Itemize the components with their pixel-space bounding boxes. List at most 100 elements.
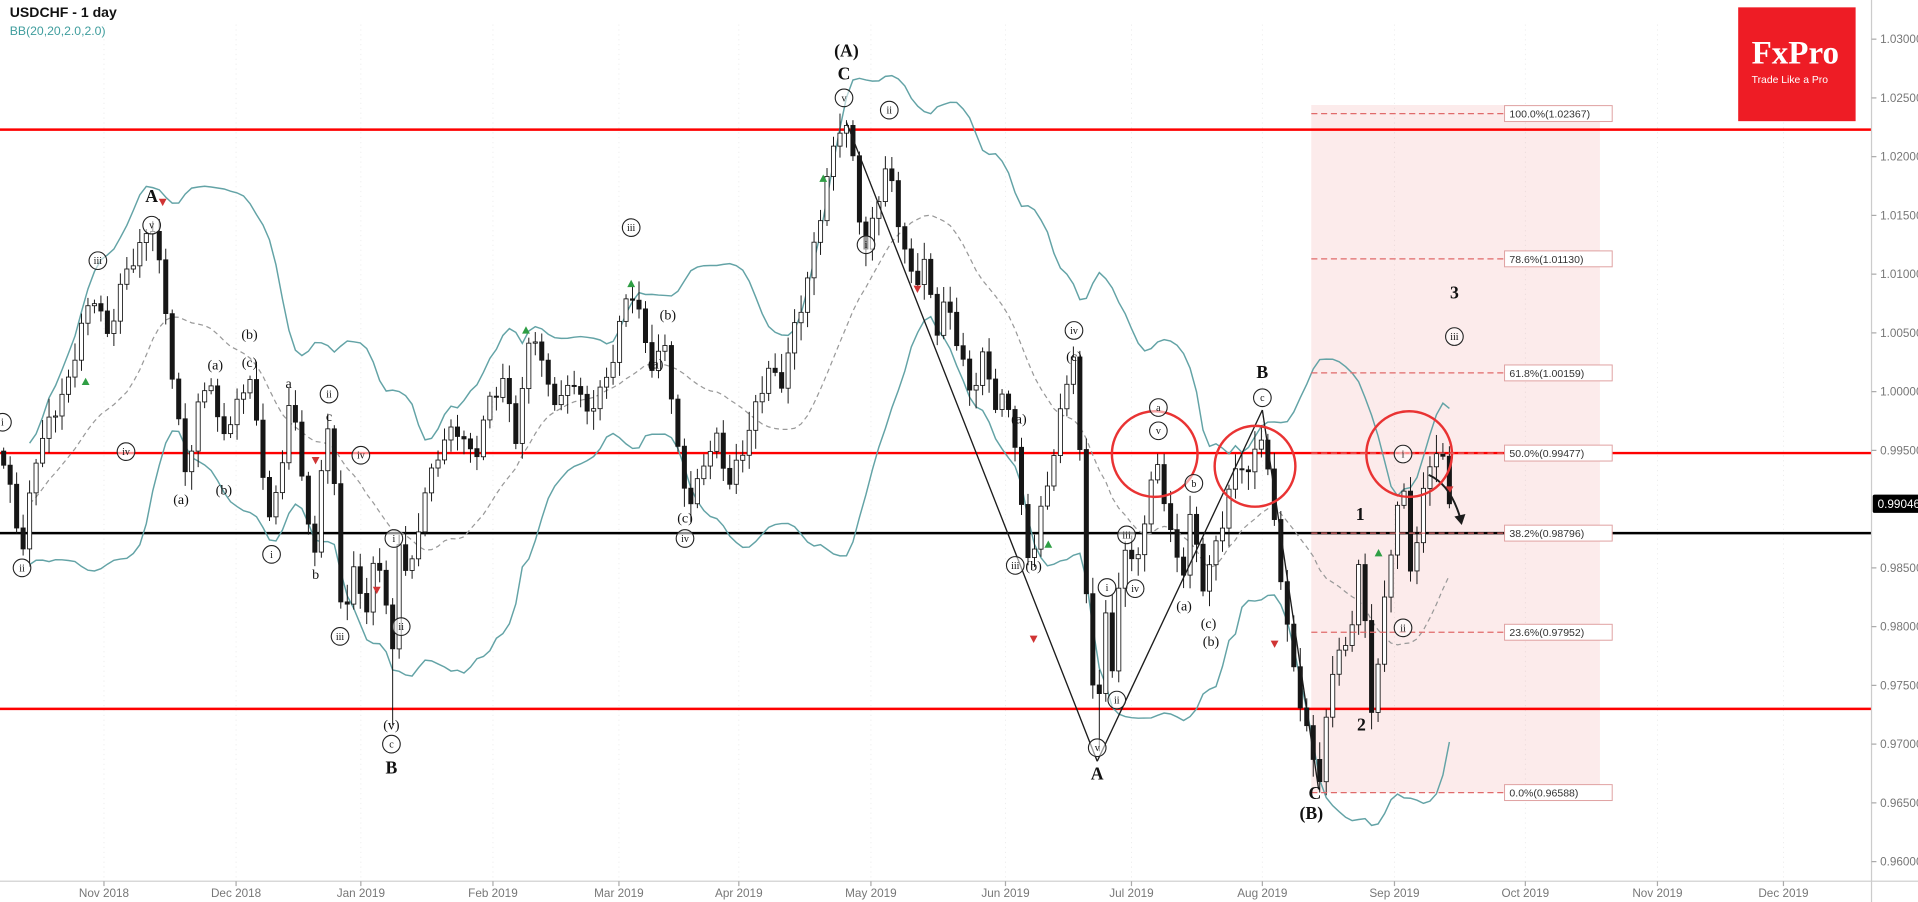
candle — [234, 388, 240, 440]
candle — [539, 333, 545, 377]
wave-label: v — [834, 88, 854, 108]
fractal-down-marker — [1029, 635, 1038, 644]
candle-body — [1174, 529, 1180, 558]
candle-body — [1356, 564, 1362, 626]
candle — [104, 296, 110, 338]
candle — [98, 295, 104, 322]
wave-label: i — [1097, 578, 1117, 597]
svg-text:(a): (a) — [1176, 599, 1192, 615]
wave-label: ii — [879, 100, 899, 120]
candle-body — [993, 378, 999, 410]
wave-label: i — [1393, 444, 1413, 464]
candle-body — [182, 418, 188, 473]
candle — [591, 390, 597, 430]
candle — [630, 285, 636, 314]
candle — [856, 151, 862, 235]
candle-body — [740, 454, 746, 461]
candle-body — [558, 395, 564, 406]
svg-text:i: i — [270, 550, 273, 561]
candle — [818, 209, 824, 255]
wave-label: iv — [116, 442, 136, 461]
fib-level-label: 50.0%(0.99477) — [1504, 444, 1613, 462]
candle — [163, 248, 169, 325]
logo-tagline-text: Trade Like a Pro — [1752, 75, 1829, 86]
candle — [266, 470, 272, 522]
wave-label: iii — [88, 251, 108, 271]
svg-text:(a): (a) — [1011, 411, 1027, 427]
candle-body — [908, 248, 914, 272]
wave-label-circle — [330, 627, 350, 646]
candle-body — [1252, 448, 1258, 473]
candle — [830, 136, 837, 191]
fibonacci-levels-layer[interactable]: 100.0%(1.02367) 78.6%(1.01130) 61.8%(1.001… — [1311, 105, 1613, 802]
price-tick-label: 1.01000 — [1880, 268, 1918, 281]
candle-body — [202, 390, 208, 403]
candle-body — [960, 345, 966, 360]
svg-text:(b): (b) — [216, 482, 233, 498]
candle — [1323, 709, 1329, 796]
candle-body — [1044, 485, 1050, 507]
bollinger-middle-band — [29, 214, 1450, 646]
candle-body — [980, 351, 986, 386]
candle-body — [746, 429, 752, 456]
candle-body — [1135, 554, 1141, 560]
candle — [1096, 669, 1102, 752]
svg-text:50.0%(0.99477): 50.0%(0.99477) — [1509, 448, 1584, 460]
candle — [1207, 555, 1213, 607]
candle-body — [215, 385, 221, 418]
candle-body — [409, 558, 415, 571]
candle — [733, 443, 739, 494]
svg-text:ii: ii — [326, 390, 332, 401]
price-tick-label: 1.02500 — [1880, 92, 1918, 105]
candle — [59, 378, 65, 430]
svg-text:ii: ii — [398, 622, 404, 633]
indicator-label[interactable]: BB(20,20,2.0,2.0) — [10, 24, 106, 38]
candle — [416, 513, 422, 567]
candle-body — [85, 305, 91, 324]
svg-text:iii: iii — [627, 223, 636, 234]
candle — [882, 156, 888, 207]
candle-body — [578, 386, 584, 395]
candle — [1356, 559, 1362, 635]
candle — [189, 445, 195, 490]
wave-trend-line[interactable] — [845, 122, 1098, 762]
candle-body — [78, 322, 84, 361]
candle — [1330, 656, 1336, 728]
svg-text:i: i — [1, 418, 4, 429]
candle — [78, 313, 84, 371]
wave-label: (A) — [834, 40, 859, 60]
time-axis[interactable] — [0, 881, 1872, 902]
candle-body — [111, 320, 117, 334]
wave-label: i — [856, 235, 876, 255]
candle — [753, 394, 759, 449]
candle-body — [221, 416, 227, 435]
wave-trend-line[interactable] — [1261, 409, 1320, 790]
candle — [1382, 580, 1388, 672]
candle-body — [357, 566, 363, 594]
candle-body — [1336, 649, 1342, 675]
candle-body — [279, 462, 285, 494]
candle — [526, 337, 532, 404]
candle-body — [818, 220, 824, 243]
wave-label: 3 — [1450, 283, 1459, 303]
svg-text:iv: iv — [1131, 584, 1140, 595]
candle-body — [1096, 684, 1102, 695]
candle — [993, 368, 999, 414]
candle — [195, 393, 201, 468]
candle-body — [766, 367, 772, 394]
wave-label-circle — [1107, 690, 1127, 710]
candle-body — [124, 268, 130, 285]
fractal-up-marker — [819, 174, 828, 182]
wave-label-circle — [1064, 321, 1084, 340]
svg-text:iv: iv — [357, 451, 366, 462]
candle-body — [539, 341, 545, 361]
candle — [1375, 658, 1381, 722]
candle-body — [811, 241, 817, 279]
svg-text:iii: iii — [94, 256, 103, 267]
candle — [915, 253, 921, 292]
fractal-down-marker — [1445, 486, 1454, 494]
candle — [798, 295, 804, 341]
